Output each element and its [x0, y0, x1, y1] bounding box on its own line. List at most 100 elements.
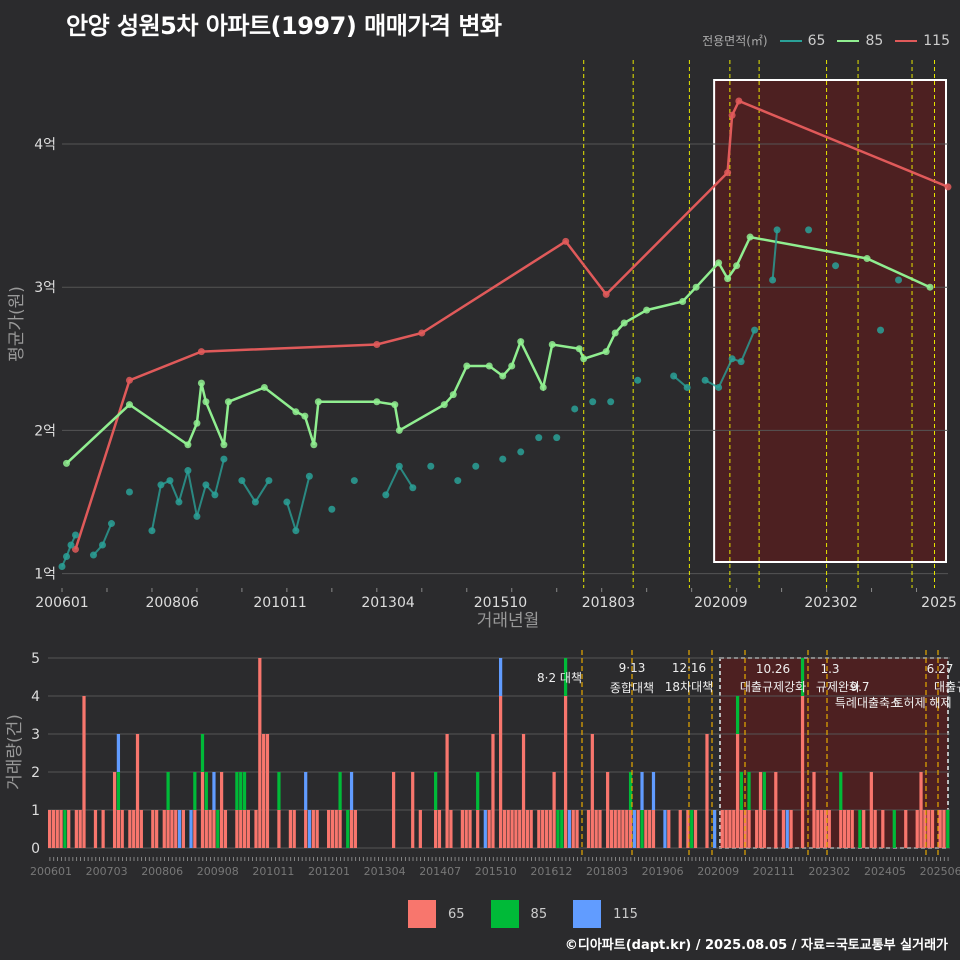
bar-x-tick-label: 202506: [920, 865, 960, 878]
volume-bar: [116, 772, 121, 810]
series-65-point: [62, 552, 70, 560]
series-65-segment: [213, 458, 225, 496]
volume-bar: [648, 810, 652, 848]
volume-bar: [552, 772, 556, 848]
series-65-point: [283, 498, 291, 506]
volume-bar: [112, 772, 117, 848]
volume-bar: [189, 810, 193, 848]
volume-bar: [277, 810, 281, 848]
legend-label-65: 65: [807, 32, 826, 49]
volume-bar: [499, 658, 503, 696]
series-85-point: [715, 259, 723, 267]
volume-bar: [151, 810, 155, 848]
volume-bar: [862, 810, 866, 848]
policy-annotation: 특례대출축소: [835, 696, 901, 710]
series-65-point: [328, 505, 336, 513]
series-65-segment: [101, 523, 113, 546]
series-65-point: [553, 434, 561, 442]
volume-bar: [873, 810, 877, 848]
volume-bar: [327, 810, 331, 848]
volume-bar: [219, 772, 224, 848]
volume-bar: [93, 810, 98, 848]
volume-bar: [101, 810, 105, 848]
volume-bar: [839, 772, 843, 810]
series-65-point: [805, 226, 813, 234]
series-85-point: [260, 383, 268, 391]
volume-bar: [904, 810, 908, 848]
series-65-segment: [771, 229, 779, 281]
series-65-point: [877, 326, 885, 334]
series-65-point: [683, 383, 691, 391]
line-legend: 전용면적(㎡) 65 85 115: [702, 32, 950, 49]
volume-bar: [747, 772, 751, 810]
series-65-segment: [177, 470, 189, 503]
volume-bar: [74, 810, 78, 848]
volume-bar: [292, 810, 296, 848]
series-115-point: [373, 340, 381, 348]
series-65-segment: [398, 465, 414, 489]
volume-bar: [55, 810, 59, 848]
policy-annotation: 10.26: [756, 662, 790, 676]
bar-x-tick-label: 201304: [364, 865, 406, 878]
policy-annotation: 9.7: [850, 680, 869, 694]
volume-bar: [135, 734, 140, 848]
volume-bar: [800, 658, 805, 696]
volume-bar: [78, 810, 82, 848]
series-65-segment: [294, 476, 311, 531]
volume-bar: [537, 810, 541, 848]
series-65-point: [211, 491, 219, 499]
volume-bar: [304, 772, 308, 810]
y-tick-label: 4억: [34, 137, 56, 153]
volume-bar: [739, 810, 744, 848]
volume-bar: [193, 772, 197, 810]
policy-annotation: 대출규제: [934, 680, 960, 694]
volume-bar: [200, 734, 205, 772]
volume-bar: [598, 810, 602, 848]
y-tick-label: 2억: [34, 423, 56, 439]
volume-bar: [724, 810, 728, 848]
x-tick-label: 202302: [804, 595, 857, 611]
series-115-point: [71, 545, 79, 553]
volume-bar: [628, 772, 633, 810]
series-65-point: [769, 276, 777, 284]
volume-bar: [732, 810, 736, 848]
volume-bar: [437, 810, 442, 848]
volume-bar: [246, 810, 250, 848]
series-85-point: [485, 362, 493, 370]
volume-bar: [842, 810, 847, 848]
series-65-segment: [169, 480, 180, 503]
volume-bar: [640, 772, 644, 810]
policy-annotation: 18차대책: [665, 679, 713, 694]
volume-bar: [265, 734, 270, 848]
series-65-point: [251, 498, 259, 506]
volume-bar: [816, 810, 820, 848]
series-65-point: [350, 477, 358, 485]
series-65-point: [67, 541, 75, 549]
series-65-point: [634, 376, 642, 384]
series-65-segment: [740, 329, 756, 363]
volume-bar: [476, 810, 480, 848]
volume-bar: [609, 810, 614, 848]
volume-bar: [739, 772, 744, 810]
volume-bar: [67, 810, 71, 848]
series-65-point: [125, 488, 133, 496]
volume-bar: [762, 810, 766, 848]
bar-y-tick-label: 1: [31, 803, 40, 819]
series-85-point: [193, 419, 201, 427]
volume-bar: [346, 810, 350, 848]
volume-bar: [690, 810, 694, 848]
legend-swatch-85: [837, 39, 860, 42]
series-65-point: [157, 481, 165, 489]
x-tick-label: 201510: [474, 595, 527, 611]
series-85-point: [292, 408, 300, 416]
series-65-point: [737, 358, 745, 366]
bar-x-tick-label: 200806: [141, 865, 183, 878]
volume-bar-chart: 0 1 2 3 4 5 거래량(건) 8·2 대책 9·13 종합대책 12·16 18차대책 10.2…: [5, 650, 960, 878]
series-65-point: [220, 455, 228, 463]
volume-bar: [651, 810, 656, 848]
volume-bar: [839, 810, 843, 848]
bar-y-tick-label: 4: [31, 689, 40, 705]
volume-bar: [193, 810, 197, 848]
volume-bar: [636, 810, 640, 848]
volume-bar: [120, 810, 124, 848]
